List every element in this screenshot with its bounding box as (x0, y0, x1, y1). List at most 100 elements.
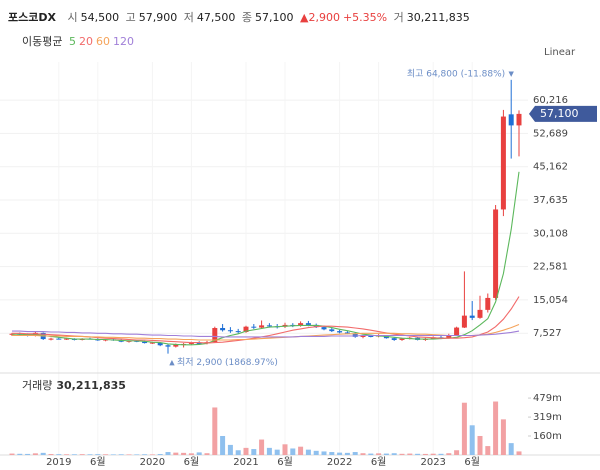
x-tick-label: 6월 (371, 456, 387, 468)
volume-title-label: 거래량 (22, 379, 52, 392)
volume-bar (181, 452, 187, 455)
volume-bar (71, 454, 77, 455)
candle-body (173, 344, 179, 347)
volume-bar (227, 444, 233, 455)
candle-body (321, 327, 327, 330)
volume-bar (360, 453, 366, 455)
ma-line (12, 296, 520, 344)
candle-body (157, 342, 163, 346)
volume-bar (508, 443, 514, 455)
x-tick-label: 2023 (420, 457, 445, 468)
quote-value: 54,500 (80, 11, 120, 24)
candle-body (165, 345, 171, 347)
volume-bar (243, 447, 249, 455)
quote-header: 포스코DX 시 54,500 고 57,900 저 47,500 종 57,100 ▲2… (8, 9, 473, 25)
volume-bar (344, 452, 350, 455)
candle-body (391, 338, 397, 340)
price-badge (529, 105, 597, 122)
ma-legend: 이동평균 5 20 60 120 (22, 33, 137, 49)
volume-bar (25, 453, 31, 455)
volume-bar (469, 425, 475, 455)
volume-bar (321, 451, 327, 455)
volume-bar (259, 439, 265, 455)
quote-label: 거 (393, 11, 404, 24)
candle-body (485, 297, 491, 310)
y-tick-label: 30,108 (533, 228, 568, 239)
y-tick-label: 15,054 (533, 295, 568, 306)
volume-bar (407, 453, 413, 455)
x-tick-label: 6월 (184, 456, 200, 468)
candle-body (493, 209, 499, 298)
candle-body (305, 323, 311, 325)
candle-body (313, 324, 319, 328)
volume-bar (235, 450, 241, 455)
candle-body (368, 335, 374, 337)
candle-body (329, 329, 335, 332)
volume-bar (438, 453, 444, 455)
volume-bar (313, 450, 319, 455)
candle-body (118, 340, 124, 342)
candle-body (48, 338, 54, 340)
price-badge-label: 57,100 (540, 107, 579, 120)
high-arrow: ▼ (509, 70, 515, 78)
candle-body (454, 327, 460, 336)
legend-entry: 120 (112, 35, 134, 48)
quote-value: 57,100 (254, 11, 294, 24)
legend-entry: 20 (78, 35, 93, 48)
volume-bar (188, 453, 194, 455)
candle-body (220, 328, 226, 331)
volume-bar (274, 449, 280, 455)
quote-value: 30,211,835 (406, 11, 470, 24)
volume-bar (454, 450, 460, 455)
volume-bar (430, 453, 436, 455)
candle-body (446, 335, 452, 339)
volume-bar (149, 454, 155, 455)
candle-body (56, 338, 62, 340)
candle-body (516, 113, 522, 126)
volume-bar (298, 446, 304, 455)
candle-body (196, 343, 202, 345)
volume-bar (103, 454, 109, 455)
volume-bar (251, 449, 257, 455)
volume-title: 거래량 30,211,835 (22, 379, 126, 392)
x-tick-label: 6월 (464, 456, 480, 468)
up-arrow: ▲ (299, 11, 309, 24)
volume-bar (196, 452, 202, 455)
volume-bar (352, 452, 358, 455)
scale-label: Linear (544, 47, 576, 58)
volume-bar (383, 453, 389, 455)
candle-body (64, 338, 70, 340)
ma-line (12, 171, 520, 346)
volume-bar (337, 452, 343, 455)
volume-tick-label: 160m (533, 431, 562, 442)
volume-bar (220, 435, 226, 455)
volume-bar (87, 454, 93, 455)
y-tick-label: 45,162 (533, 162, 568, 173)
candle-body (227, 330, 233, 332)
quote-label: 종 (241, 11, 252, 24)
candle-body (500, 116, 506, 210)
x-tick-label: 2019 (46, 457, 71, 468)
candle-body (251, 326, 257, 328)
volume-bar (376, 453, 382, 455)
candle-body (360, 335, 366, 337)
low-arrow: ▲ (169, 359, 175, 367)
x-tick-label: 6월 (277, 456, 293, 468)
volume-bar (32, 453, 38, 455)
candle-body (212, 328, 218, 343)
volume-bar (305, 449, 311, 455)
candle-body (142, 341, 148, 344)
volume-bar (204, 453, 210, 455)
candle-body (477, 309, 483, 318)
volume-title-value: 30,211,835 (56, 379, 126, 392)
volume-tick-label: 479m (533, 393, 562, 404)
stock-name: 포스코DX (8, 11, 56, 24)
x-tick-label: 2022 (327, 457, 352, 468)
volume-bar (266, 447, 272, 455)
y-tick-label: 7,527 (533, 328, 562, 339)
x-tick-label: 6월 (90, 456, 106, 468)
ma-line (12, 330, 520, 338)
quote-label: 시 (67, 11, 78, 24)
volume-bar (9, 453, 15, 455)
